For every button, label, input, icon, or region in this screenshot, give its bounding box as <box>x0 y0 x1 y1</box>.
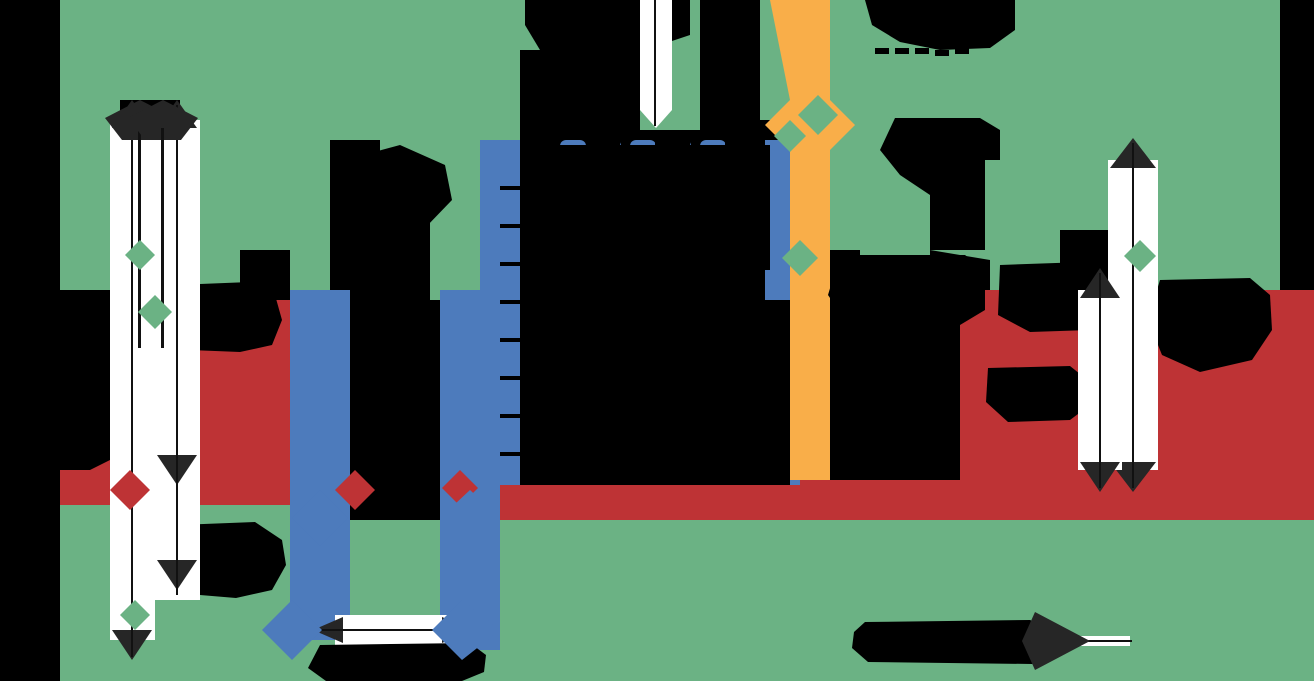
black-wedge-centre-lower <box>560 300 790 485</box>
red-block-left <box>180 300 300 505</box>
green-diamond-artifacts <box>120 95 1156 630</box>
black-mass-left-edge <box>0 0 60 681</box>
dimension-arrow-right-inner <box>1078 268 1122 492</box>
blue-diamond-pair <box>262 600 500 660</box>
label-bottom-right-head <box>1022 612 1090 670</box>
black-text-ticks-top-right <box>875 48 969 56</box>
dimension-arrow-top-centre <box>640 0 672 128</box>
orange-bar-lower <box>790 240 830 480</box>
pin-marker-right <box>128 100 198 348</box>
black-strip-right-edge <box>1280 0 1314 290</box>
label-bottom-right-blob <box>852 620 1050 664</box>
red-diamond-artifacts <box>110 470 478 510</box>
dimension-arrow-left-outer <box>110 100 155 660</box>
label-bottom-centre-blob <box>308 643 486 681</box>
black-mass-right-column <box>830 270 960 480</box>
black-blob-right-upper <box>880 118 1000 250</box>
dimension-arrow-left-inner <box>155 100 200 600</box>
blue-diamond-artifacts <box>292 490 500 546</box>
black-blob-far-right <box>1148 278 1272 372</box>
black-blob-centre-diamond <box>340 145 452 235</box>
black-blob-top-right <box>865 0 1015 50</box>
blue-bar-mid-notched <box>480 140 522 485</box>
black-wedge-centre <box>560 145 770 400</box>
black-mass-centre-core <box>520 140 560 485</box>
black-blob-right-lower <box>986 366 1090 422</box>
blue-bar-left <box>290 290 350 640</box>
green-field-upper <box>60 0 1314 320</box>
